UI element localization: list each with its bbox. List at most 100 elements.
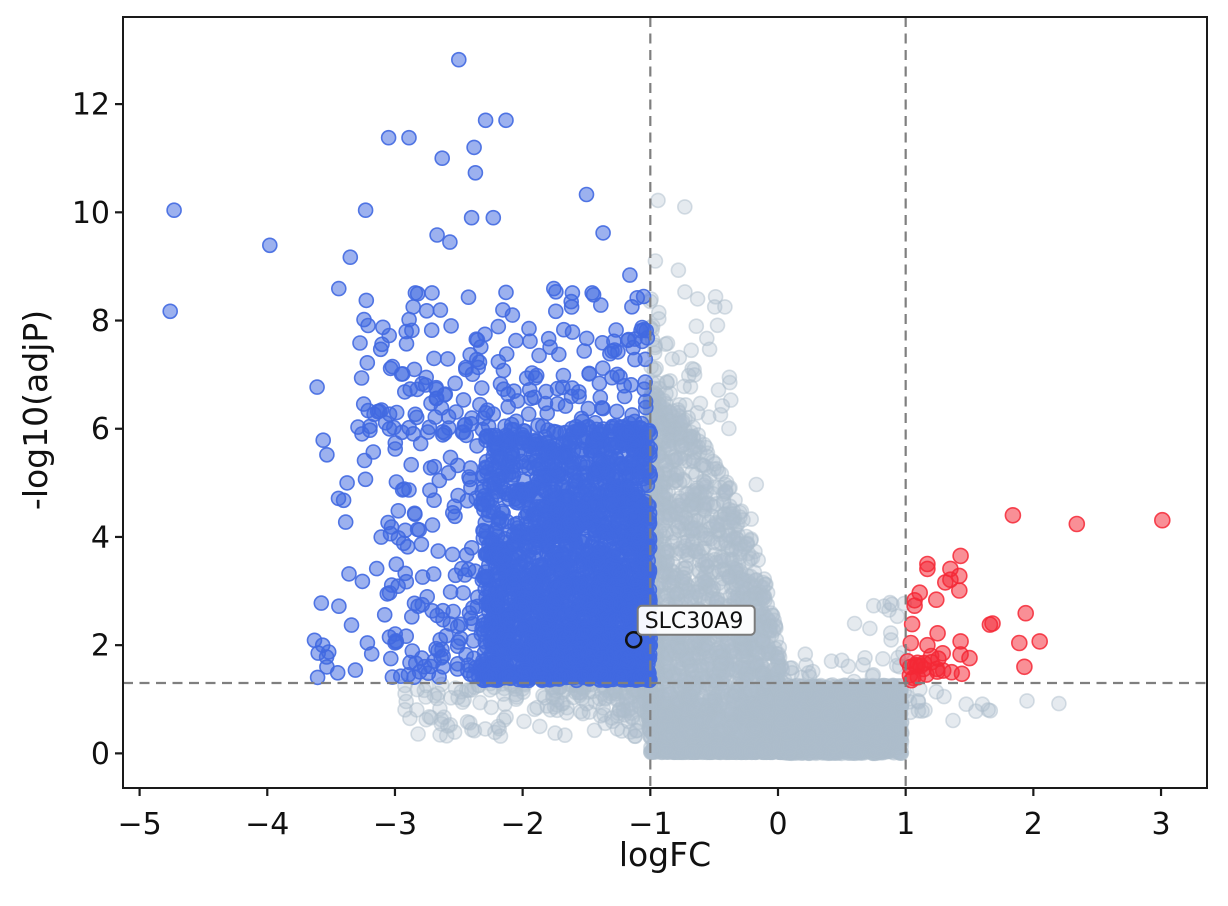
data-point	[698, 565, 714, 581]
data-point	[684, 452, 701, 469]
data-point	[703, 713, 720, 730]
data-point	[673, 641, 689, 658]
data-point	[774, 692, 791, 709]
data-point	[450, 689, 466, 706]
data-point	[1019, 693, 1035, 709]
data-point	[748, 476, 765, 493]
data-point	[436, 709, 452, 726]
data-point	[658, 385, 674, 402]
data-point	[682, 656, 699, 673]
data-point	[846, 615, 863, 632]
data-point	[782, 738, 798, 755]
data-point	[859, 709, 876, 726]
data-point	[531, 718, 548, 735]
data-point	[701, 341, 718, 358]
data-point	[725, 559, 742, 576]
data-point	[670, 262, 687, 279]
data-point	[727, 647, 744, 664]
data-point	[722, 392, 739, 408]
data-point	[627, 728, 644, 745]
data-point	[724, 513, 740, 529]
data-point	[557, 727, 573, 744]
data-point	[720, 527, 736, 544]
data-point	[712, 744, 729, 761]
data-point	[865, 597, 882, 614]
data-point	[882, 625, 899, 641]
data-point	[705, 518, 721, 535]
data-point	[408, 702, 425, 718]
data-point	[535, 687, 551, 704]
data-point	[800, 729, 816, 745]
data-point	[657, 484, 674, 500]
data-point	[889, 608, 906, 625]
data-point	[722, 705, 738, 722]
data-point	[644, 743, 661, 760]
data-point	[714, 681, 731, 698]
data-point	[688, 318, 705, 335]
data-point	[707, 288, 724, 305]
data-point	[862, 620, 878, 637]
data-point	[665, 584, 682, 601]
data-point	[516, 713, 532, 730]
data-point	[683, 342, 700, 359]
data-point	[609, 721, 626, 737]
data-point	[663, 469, 680, 486]
data-point	[463, 682, 480, 698]
data-point	[691, 433, 707, 450]
data-point	[741, 744, 758, 761]
data-point	[879, 723, 896, 740]
data-point	[712, 406, 729, 423]
data-point	[826, 722, 843, 739]
data-point	[675, 569, 692, 586]
data-point	[698, 474, 715, 491]
data-point	[684, 493, 701, 510]
data-point	[856, 725, 872, 742]
data-point	[676, 378, 692, 395]
data-point	[936, 688, 952, 705]
data-point	[682, 715, 698, 732]
data-point	[910, 694, 927, 710]
data-point	[833, 652, 850, 669]
data-point	[693, 668, 710, 684]
data-point	[677, 284, 693, 300]
data-point	[779, 725, 796, 742]
data-point	[721, 374, 738, 391]
data-point	[968, 703, 984, 720]
series-down-regulated	[162, 51, 659, 689]
data-point	[472, 694, 488, 711]
data-point	[776, 671, 793, 688]
data-point	[1051, 695, 1067, 712]
data-point	[864, 668, 881, 685]
data-point	[711, 563, 727, 580]
data-point	[692, 548, 709, 565]
data-point	[676, 199, 693, 215]
data-point	[766, 612, 782, 629]
data-point	[677, 412, 693, 428]
data-point	[697, 585, 714, 601]
data-point	[748, 585, 765, 602]
data-point	[658, 554, 675, 570]
data-point	[945, 712, 961, 729]
data-point	[792, 708, 809, 724]
data-point	[490, 718, 506, 735]
data-point	[716, 495, 732, 511]
data-point	[655, 690, 671, 707]
data-point	[755, 666, 771, 682]
data-point	[709, 317, 726, 334]
data-point	[699, 636, 716, 652]
data-point	[553, 695, 570, 712]
data-point	[846, 673, 862, 690]
data-point	[871, 687, 887, 703]
data-point	[732, 541, 749, 558]
data-point	[677, 671, 693, 688]
data-point	[882, 594, 898, 611]
data-point	[721, 420, 737, 437]
data-point	[686, 361, 702, 378]
data-point	[767, 640, 783, 657]
data-point	[844, 701, 860, 718]
data-point	[689, 291, 706, 307]
data-point	[705, 453, 721, 470]
data-point	[881, 706, 898, 723]
